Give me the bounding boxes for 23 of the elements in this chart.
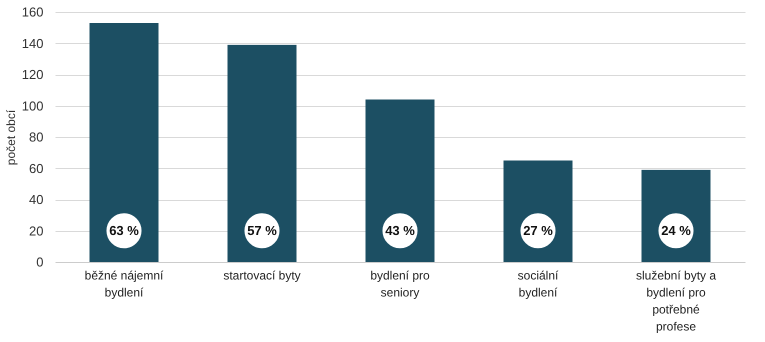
y-tick-label: 120	[22, 67, 44, 82]
y-tick-label: 160	[22, 4, 44, 20]
x-tick-label: startovací byty	[223, 268, 301, 282]
annotation: 27 %	[523, 222, 554, 238]
y-tick-label: 40	[29, 192, 44, 207]
x-tick-label: bydlení pro seniory	[370, 268, 430, 300]
x-tick-label: služební byty a bydlení pro potřebné profese	[636, 268, 716, 334]
bar	[228, 44, 296, 262]
y-axis-title: počet obcí	[4, 109, 18, 166]
y-tick-label: 80	[29, 130, 44, 144]
x-tick-label: sociální bydlení	[518, 268, 560, 300]
y-tick-label: 60	[29, 160, 44, 176]
annotation: 63 %	[109, 222, 140, 238]
annotation: 57 %	[247, 222, 278, 238]
y-tick-label: 140	[22, 36, 44, 51]
y-tick-label: 100	[22, 98, 44, 114]
bar	[90, 22, 158, 262]
bar	[366, 100, 434, 262]
y-tick-label: 20	[29, 223, 44, 238]
annotation: 43 %	[385, 222, 416, 238]
annotation: 24 %	[661, 222, 692, 238]
x-tick-label: běžné nájemní bydlení	[84, 268, 164, 300]
y-tick-label: 0	[36, 254, 44, 270]
